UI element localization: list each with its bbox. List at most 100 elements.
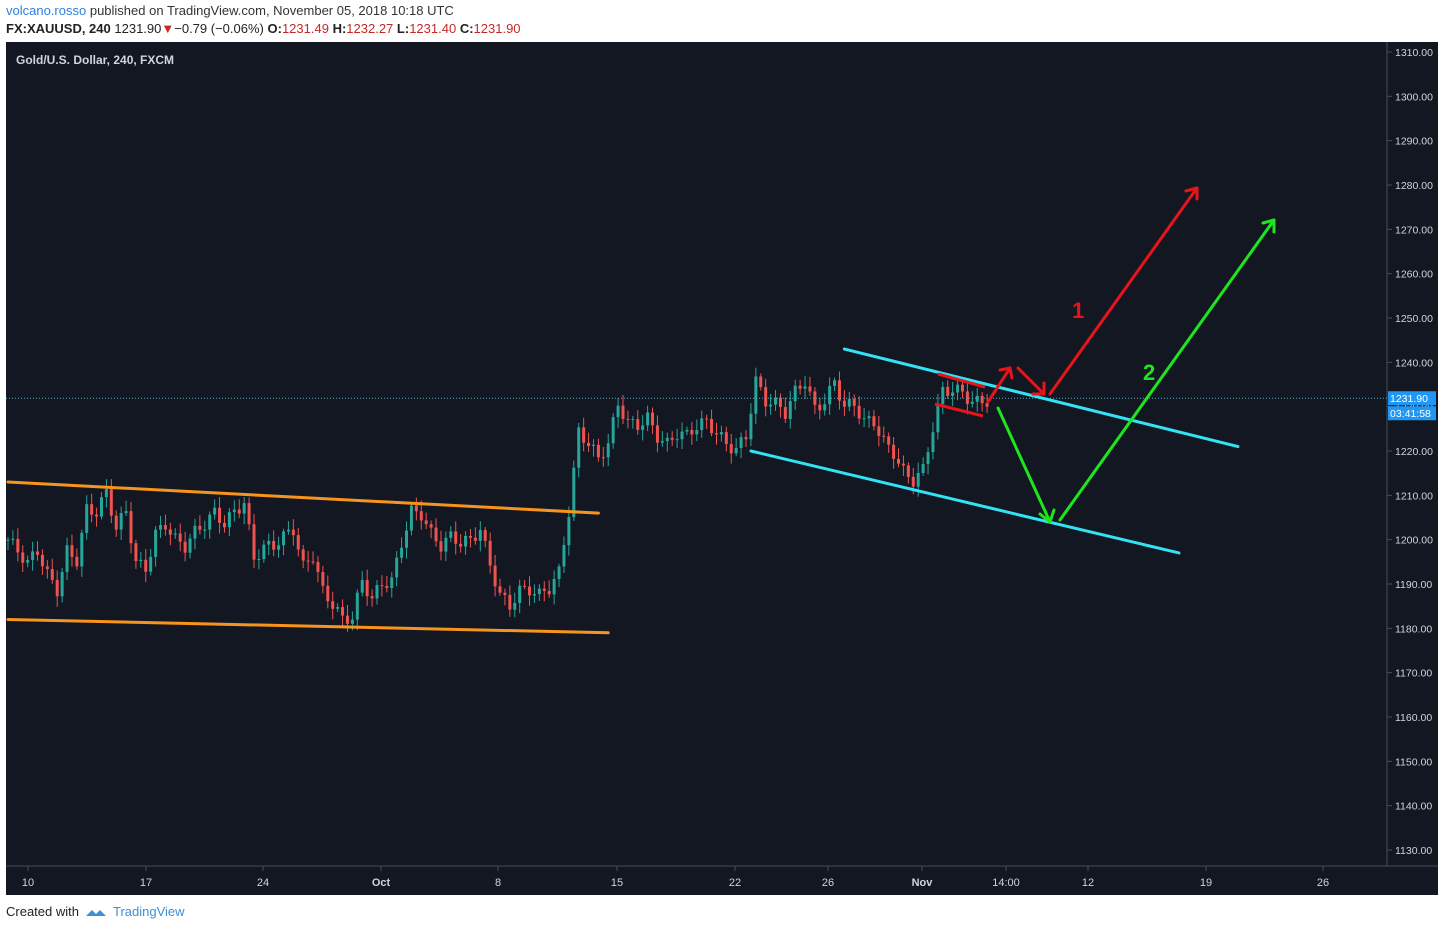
candle (532, 584, 536, 604)
candle (852, 394, 856, 417)
y-tick-label-0: 1310.00 (1395, 47, 1433, 59)
candle (90, 493, 94, 523)
candle (847, 391, 851, 412)
candle (80, 529, 84, 577)
y-tick-label-9: 1220.00 (1395, 446, 1433, 458)
candle (778, 393, 782, 418)
candle (409, 502, 413, 536)
x-tick-label-0: 10 (22, 877, 34, 889)
x-tick-label-10: 12 (1082, 877, 1094, 889)
candle (134, 539, 138, 569)
red-bear-flag (934, 372, 986, 418)
candle (449, 526, 453, 543)
candle (454, 521, 458, 555)
high-value: 1232.27 (346, 21, 394, 36)
x-tick-label-1: 17 (140, 877, 152, 889)
candle (178, 523, 182, 552)
y-tick-label-14: 1170.00 (1395, 668, 1432, 680)
candle (419, 500, 423, 530)
low-value: 1231.40 (409, 21, 457, 36)
candle (749, 403, 753, 447)
candle (823, 393, 827, 416)
y-tick-label-2: 1290.00 (1395, 136, 1433, 148)
candle (291, 519, 295, 546)
candle (188, 533, 192, 559)
price-chart[interactable]: Gold/U.S. Dollar, 240, FXCM 1310.00 1300.… (0, 42, 1444, 897)
price-change: −0.79 (−0.06%) (174, 21, 264, 36)
scenario-arrows[interactable]: 1 2 (934, 186, 1276, 524)
x-tick-label-4: 8 (495, 877, 501, 889)
candle (75, 548, 79, 570)
candle (444, 531, 448, 562)
candle (26, 555, 30, 568)
candle (862, 408, 866, 428)
x-tick-label-5: 15 (611, 877, 623, 889)
candle (6, 537, 10, 551)
candle (370, 589, 374, 607)
candle (808, 376, 812, 397)
candle (129, 501, 133, 554)
candle (611, 413, 615, 449)
candle (267, 533, 271, 556)
y-tick-label-3: 1280.00 (1395, 180, 1433, 192)
cyan-channel-lower (749, 449, 1181, 555)
low-label: L: (396, 21, 410, 36)
candles (6, 367, 989, 632)
candle (222, 515, 226, 533)
candle (660, 431, 664, 447)
orange-channel-lower (6, 617, 610, 635)
chart-title: Gold/U.S. Dollar, 240, FXCM (16, 53, 174, 67)
candle (739, 432, 743, 459)
candle (414, 497, 418, 521)
tradingview-link[interactable]: TradingView (112, 904, 185, 919)
candle (783, 397, 787, 423)
candle (906, 462, 910, 484)
candle (232, 500, 236, 522)
candle (163, 514, 167, 536)
author-link[interactable]: volcano.rosso (6, 3, 87, 18)
candle (355, 589, 359, 631)
candle (508, 585, 512, 617)
candle (523, 579, 527, 590)
candle (40, 549, 44, 575)
candle (336, 603, 340, 612)
close-value: 1231.90 (473, 21, 521, 36)
candle (218, 497, 222, 534)
trendlines[interactable] (6, 347, 1240, 635)
candle (95, 507, 99, 527)
x-tick-label-7: 26 (822, 877, 834, 889)
candle (675, 428, 679, 449)
close-label: C: (459, 21, 474, 36)
candle (719, 425, 723, 442)
candle (439, 530, 443, 561)
candle (21, 545, 25, 572)
x-tick-label-8: Nov (912, 877, 934, 889)
candle (759, 373, 763, 391)
candle (818, 397, 822, 420)
candle (503, 588, 507, 606)
candle (685, 426, 689, 436)
candle (828, 377, 832, 415)
candle (237, 499, 241, 519)
candle (887, 432, 891, 453)
published-text: published on TradingView.com, November 0… (89, 3, 454, 18)
last-price: 1231.90 (114, 21, 162, 36)
candle (262, 540, 266, 563)
scenario-2-label: 2 (1143, 360, 1155, 385)
candle (695, 419, 699, 442)
candle (926, 447, 930, 475)
candle (803, 376, 807, 400)
candle (513, 592, 517, 618)
y-tick-label-7: 1240.00 (1395, 357, 1433, 369)
y-tick-label-13: 1180.00 (1395, 623, 1432, 635)
candle (754, 367, 758, 425)
candle (60, 568, 64, 603)
candle (198, 515, 202, 535)
candle (70, 534, 74, 567)
x-tick-label-9: 14:00 (992, 877, 1020, 889)
scenario-1-label: 1 (1072, 298, 1084, 323)
candle (227, 508, 231, 537)
candle (985, 394, 989, 413)
candle (124, 500, 128, 517)
candle (833, 377, 837, 392)
